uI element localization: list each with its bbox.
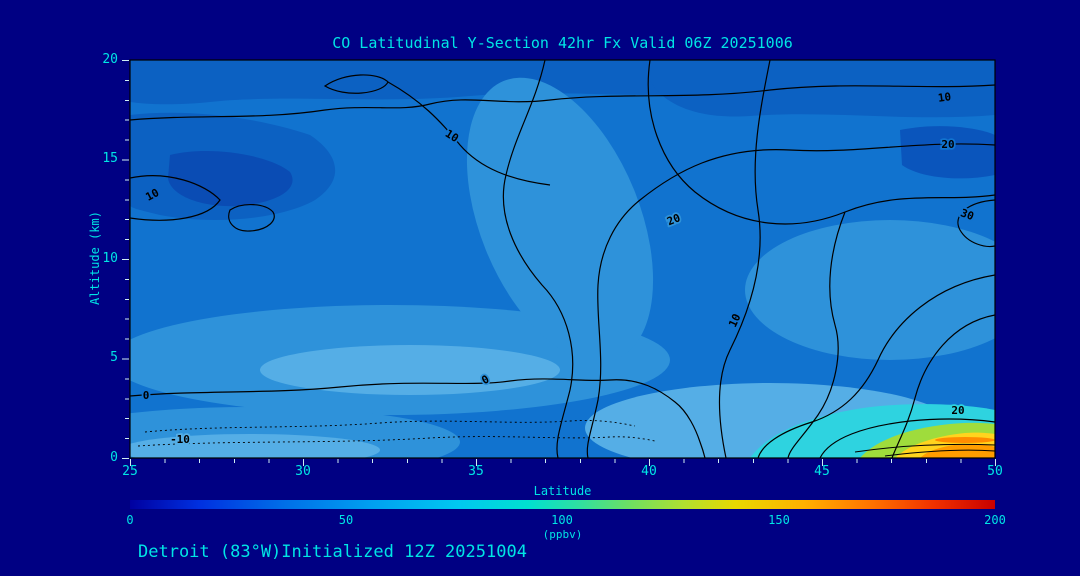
co-cross-section-plot: 10 20 30 20 10 0 0 -10 20 10 10 bbox=[129, 59, 996, 459]
x-axis-label: Latitude bbox=[533, 484, 592, 498]
plot-frame bbox=[129, 59, 996, 459]
colorbar-tick-100: 100 bbox=[551, 513, 573, 527]
contour-label: 20 bbox=[951, 404, 964, 417]
colorbar bbox=[130, 500, 995, 509]
x-tick-50: 50 bbox=[987, 464, 1003, 479]
colorbar-tick-0: 0 bbox=[126, 513, 134, 527]
contour-label: 10 bbox=[937, 90, 952, 105]
contour-lines bbox=[130, 60, 995, 458]
colorbar-tick-150: 150 bbox=[768, 513, 790, 527]
contour-plot-svg: 10 20 30 20 10 0 0 -10 20 10 10 bbox=[129, 59, 996, 459]
run-info-caption: Detroit (83°W)Initialized 12Z 20251004 bbox=[138, 542, 527, 562]
y-axis-major-ticks bbox=[122, 60, 129, 459]
colorbar-tick-200: 200 bbox=[984, 513, 1006, 527]
colorbar-tick-50: 50 bbox=[338, 513, 354, 527]
y-tick-20: 20 bbox=[102, 52, 118, 67]
contour-label: 20 bbox=[941, 138, 954, 151]
x-axis-major-ticks bbox=[130, 459, 996, 466]
x-tick-35: 35 bbox=[468, 464, 484, 479]
y-tick-15: 15 bbox=[102, 151, 118, 166]
filled-contour-layers bbox=[130, 60, 995, 458]
x-tick-25: 25 bbox=[122, 464, 138, 479]
chart-title: CO Latitudinal Y-Section 42hr Fx Valid 0… bbox=[332, 34, 793, 52]
colorbar-units-label: (ppbv) bbox=[542, 528, 583, 541]
y-tick-0: 0 bbox=[110, 450, 118, 465]
y-tick-10: 10 bbox=[102, 251, 118, 266]
x-tick-45: 45 bbox=[814, 464, 830, 479]
x-tick-30: 30 bbox=[295, 464, 311, 479]
x-tick-40: 40 bbox=[641, 464, 657, 479]
y-tick-5: 5 bbox=[110, 350, 118, 365]
contour-label: 0 bbox=[143, 389, 150, 402]
contour-label: -10 bbox=[170, 433, 190, 446]
